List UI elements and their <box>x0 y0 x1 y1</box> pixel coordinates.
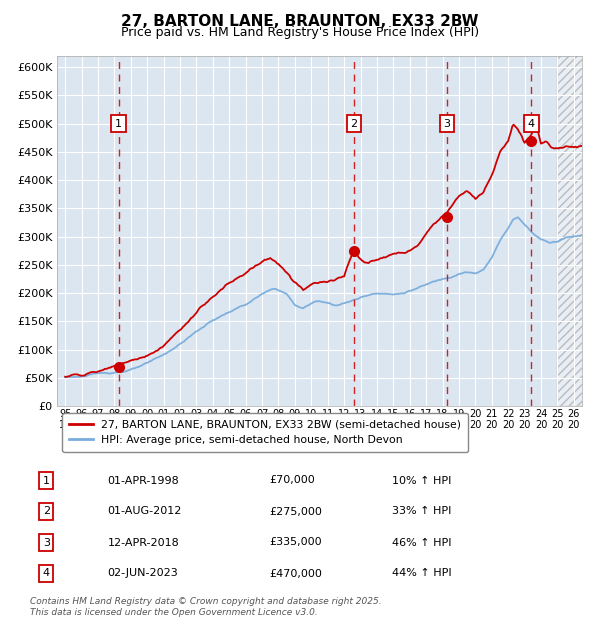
Text: 2: 2 <box>43 507 50 516</box>
Text: Contains HM Land Registry data © Crown copyright and database right 2025.
This d: Contains HM Land Registry data © Crown c… <box>30 598 382 617</box>
Text: £275,000: £275,000 <box>269 507 322 516</box>
Text: 4: 4 <box>528 118 535 128</box>
Text: 3: 3 <box>43 538 50 547</box>
Bar <box>557 56 598 406</box>
Text: 4: 4 <box>43 569 50 578</box>
Text: 02-JUN-2023: 02-JUN-2023 <box>108 569 178 578</box>
Text: 10% ↑ HPI: 10% ↑ HPI <box>392 476 452 485</box>
Text: 01-AUG-2012: 01-AUG-2012 <box>108 507 182 516</box>
Bar <box>557 56 598 406</box>
Text: 46% ↑ HPI: 46% ↑ HPI <box>392 538 452 547</box>
Text: 27, BARTON LANE, BRAUNTON, EX33 2BW: 27, BARTON LANE, BRAUNTON, EX33 2BW <box>121 14 479 29</box>
Legend: 27, BARTON LANE, BRAUNTON, EX33 2BW (semi-detached house), HPI: Average price, s: 27, BARTON LANE, BRAUNTON, EX33 2BW (sem… <box>62 413 468 452</box>
Text: 44% ↑ HPI: 44% ↑ HPI <box>392 569 452 578</box>
Text: £470,000: £470,000 <box>269 569 322 578</box>
Text: 12-APR-2018: 12-APR-2018 <box>108 538 179 547</box>
Text: 01-APR-1998: 01-APR-1998 <box>108 476 179 485</box>
Text: 33% ↑ HPI: 33% ↑ HPI <box>392 507 452 516</box>
Text: Price paid vs. HM Land Registry's House Price Index (HPI): Price paid vs. HM Land Registry's House … <box>121 26 479 39</box>
Text: 2: 2 <box>350 118 357 128</box>
Text: 3: 3 <box>443 118 451 128</box>
Text: £335,000: £335,000 <box>269 538 322 547</box>
Text: 1: 1 <box>115 118 122 128</box>
Text: 1: 1 <box>43 476 50 485</box>
Text: £70,000: £70,000 <box>269 476 315 485</box>
